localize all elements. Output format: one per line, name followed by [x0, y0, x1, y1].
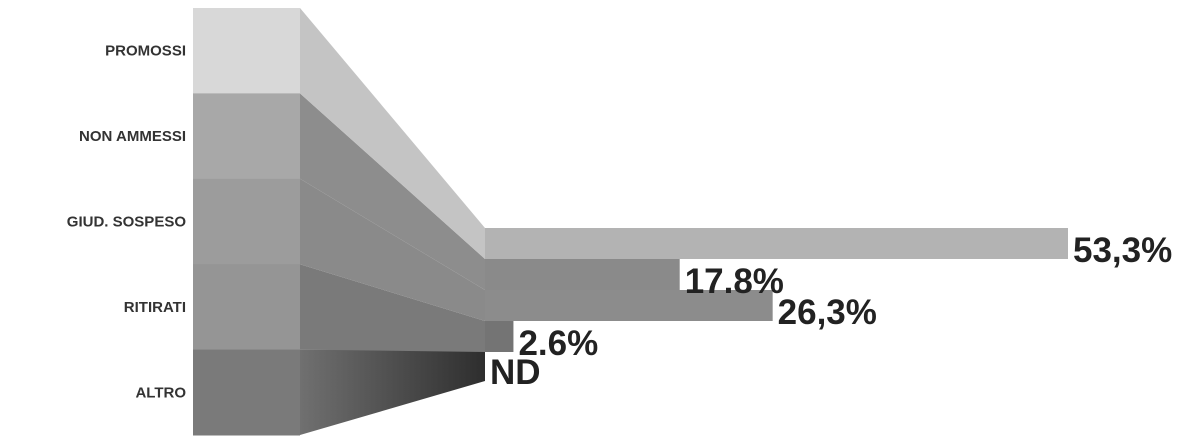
category-label-altro: ALTRO [135, 384, 186, 401]
category-block-ritirati [193, 264, 300, 351]
funnel-connector-altro [300, 349, 485, 435]
value-bars [485, 228, 1068, 352]
value-label-giud-sospeso: 26,3% [778, 293, 877, 332]
funnel-connector-non-ammessi [300, 93, 485, 291]
category-blocks [193, 8, 300, 436]
category-block-giud-sospeso [193, 178, 300, 265]
bar-non-ammessi [485, 259, 680, 290]
category-label-ritirati: RITIRATI [124, 299, 186, 316]
funnel-connector-giud-sospeso [300, 178, 485, 321]
value-labels: 53,3% 17.8%26,3% 2.6%ND [490, 231, 1172, 392]
value-label-ritirati: 2.6% [518, 324, 598, 363]
category-block-promossi [193, 8, 300, 94]
category-block-altro [193, 349, 300, 436]
value-label-promossi: 53,3% [1073, 231, 1172, 270]
category-block-non-ammessi [193, 93, 300, 180]
bar-giud-sospeso [485, 290, 773, 321]
funnel-connector-ritirati [300, 264, 485, 352]
category-label-non-ammessi: NON AMMESSI [79, 128, 186, 145]
category-label-promossi: PROMOSSI [105, 43, 186, 60]
funnel-connectors [300, 8, 485, 435]
category-labels: PROMOSSI NON AMMESSI GIUD. SOSPESO RITIRATI… [67, 43, 187, 402]
value-label-non-ammessi: 17.8% [685, 262, 784, 301]
category-label-giud-sospeso: GIUD. SOSPESO [67, 214, 187, 231]
funnel-connector-promossi [300, 8, 485, 259]
bar-ritirati [485, 321, 514, 352]
value-label-altro: ND [490, 353, 541, 392]
bar-promossi [485, 228, 1068, 259]
